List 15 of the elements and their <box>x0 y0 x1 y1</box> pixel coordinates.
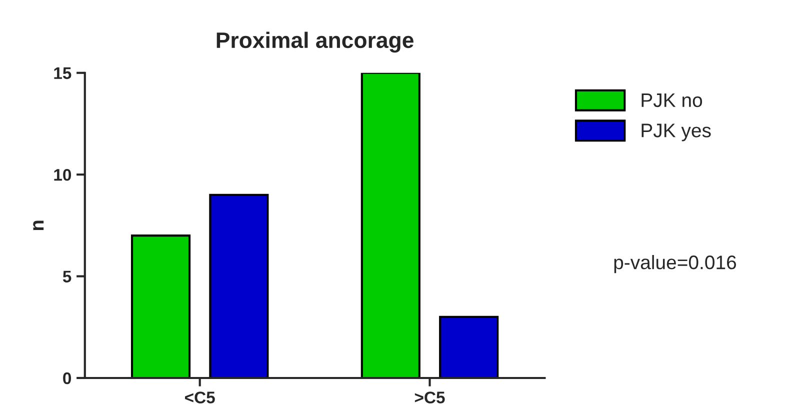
y-tick-label: 10 <box>54 168 72 181</box>
legend-label: PJK no <box>642 94 702 108</box>
y-tick-label: 0 <box>63 372 72 384</box>
y-tick-label: 5 <box>62 270 72 282</box>
bar <box>209 194 269 378</box>
legend-label: PJK yes <box>642 124 711 142</box>
y-axis-title: n <box>33 220 44 230</box>
bar <box>130 234 191 378</box>
bar <box>439 316 499 378</box>
chart-title: Proximal ancorage <box>216 32 414 53</box>
text: p-value=0.016 <box>614 255 736 274</box>
x-tick-label: >C5 <box>414 392 445 404</box>
x-tick-label: <C5 <box>185 392 215 404</box>
bar <box>360 72 420 378</box>
y-tick-label: 15 <box>54 67 72 80</box>
